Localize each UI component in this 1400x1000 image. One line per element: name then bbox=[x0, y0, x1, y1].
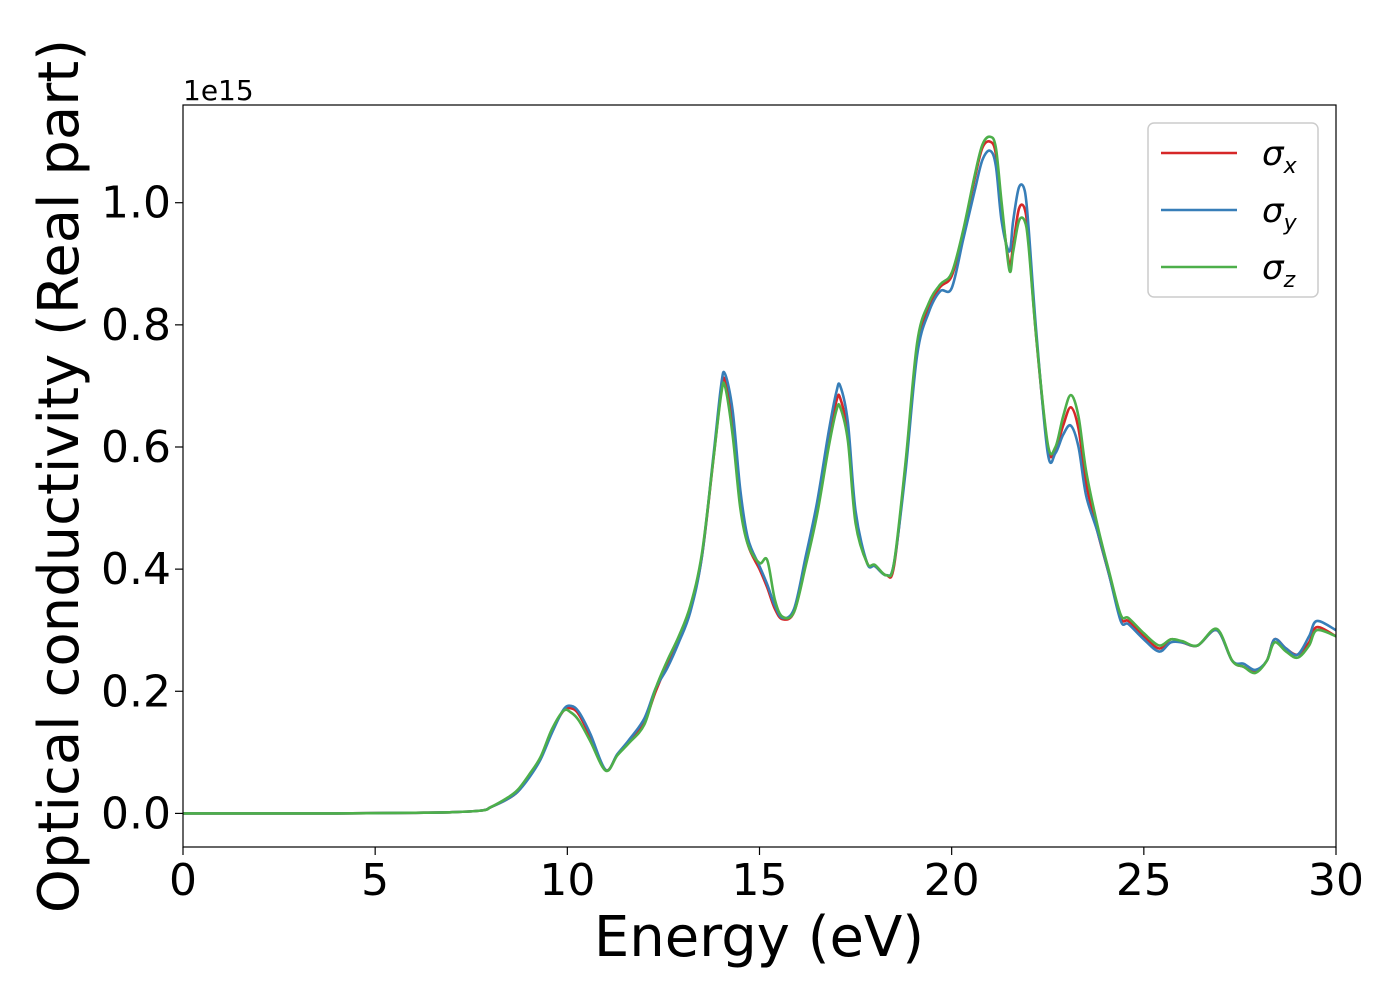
y-axis-title: Optical conductivity (Real part) bbox=[27, 39, 92, 913]
legend-label: σx bbox=[1262, 134, 1298, 179]
y-tick-label: 0.4 bbox=[101, 544, 171, 595]
y-tick-label: 1.0 bbox=[101, 178, 171, 229]
series-line-3 bbox=[183, 135, 1336, 815]
x-tick-label: 25 bbox=[1116, 855, 1172, 906]
y-tick-label: 0.8 bbox=[101, 300, 171, 351]
x-axis: 0 5 10 15 20 25 30 bbox=[169, 847, 1364, 906]
x-tick-label: 15 bbox=[732, 855, 788, 906]
x-tick-label: 10 bbox=[539, 855, 595, 906]
x-axis-title: Energy (eV) bbox=[594, 905, 924, 970]
x-tick-label: 5 bbox=[361, 855, 389, 906]
x-tick-label: 0 bbox=[169, 855, 197, 906]
series-group bbox=[183, 135, 1336, 815]
y-tick-label: 0.0 bbox=[101, 788, 171, 839]
legend: σx σy σz bbox=[1147, 122, 1319, 298]
y-tick-label: 0.6 bbox=[101, 422, 171, 473]
legend-label: σy bbox=[1262, 191, 1298, 236]
y-tick-label: 0.2 bbox=[101, 666, 171, 717]
y-axis: 0.0 0.2 0.4 0.6 0.8 1.0 bbox=[101, 178, 183, 839]
x-tick-label: 20 bbox=[924, 855, 980, 906]
x-tick-label: 30 bbox=[1308, 855, 1364, 906]
plot-area bbox=[182, 104, 1337, 848]
y-offset-label: 1e15 bbox=[183, 74, 254, 107]
legend-label: σz bbox=[1262, 248, 1296, 293]
